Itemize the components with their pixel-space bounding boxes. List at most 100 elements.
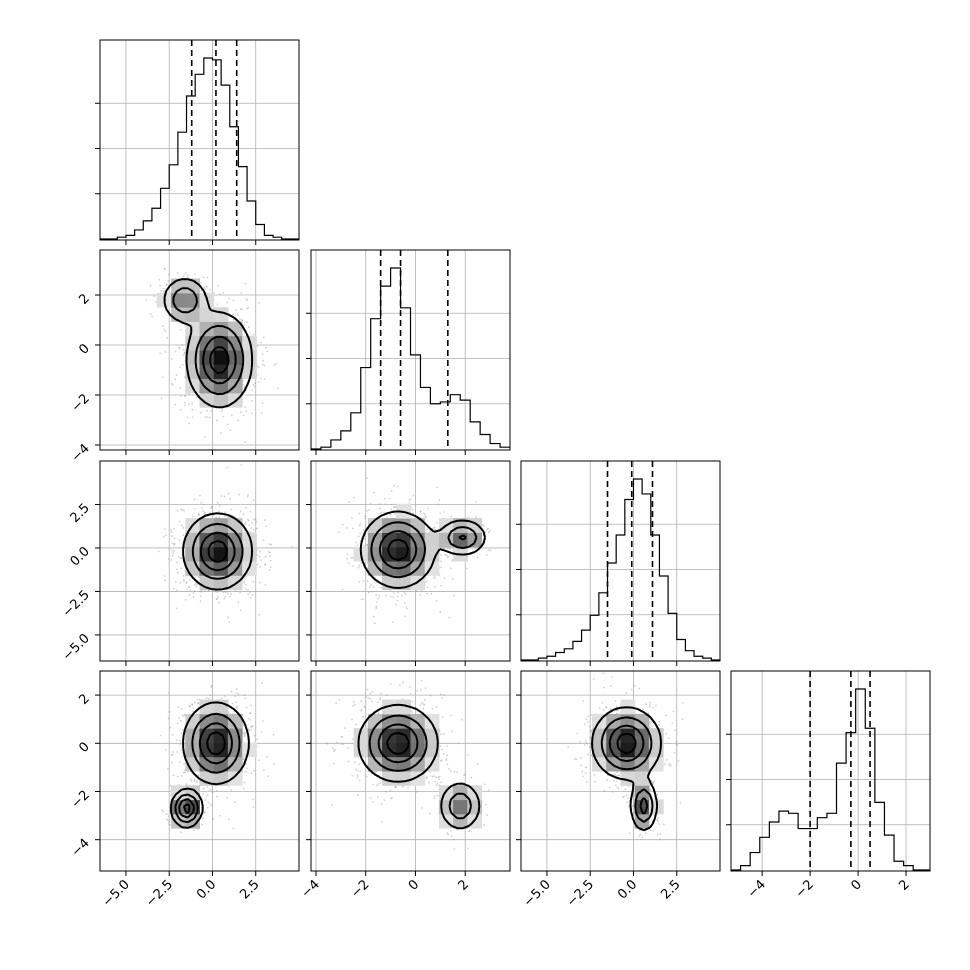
sample-point (273, 763, 275, 766)
sample-point (222, 292, 225, 294)
sample-point (160, 289, 162, 292)
sample-point (434, 780, 437, 783)
sample-point (363, 706, 366, 709)
sample-point (391, 503, 393, 506)
sample-point (235, 701, 238, 704)
sample-point (402, 785, 405, 788)
density-cell (213, 561, 229, 576)
sample-point (200, 590, 203, 593)
sample-point (164, 579, 166, 582)
sample-point (359, 532, 362, 535)
sample-point (245, 767, 248, 770)
sample-point (443, 547, 445, 550)
sample-point (245, 506, 247, 509)
sample-point (174, 378, 177, 381)
sample-point (250, 728, 252, 731)
sample-point (357, 544, 359, 547)
sample-point (184, 395, 187, 397)
sample-point (183, 394, 186, 397)
sample-point (204, 798, 207, 801)
sample-point (425, 516, 428, 518)
sample-point (237, 601, 240, 604)
sample-point (231, 702, 234, 705)
sample-point (474, 500, 477, 503)
sample-point (401, 681, 404, 684)
sample-point (197, 774, 200, 777)
density-cell (213, 713, 229, 729)
sample-point (171, 542, 174, 545)
sample-point (359, 522, 362, 525)
sample-point (409, 692, 412, 695)
sample-point (250, 596, 253, 599)
sample-point (206, 285, 209, 288)
sample-point (369, 502, 372, 505)
sample-point (251, 400, 253, 402)
sample-point (264, 555, 267, 558)
sample-point (352, 527, 355, 530)
sample-point (202, 817, 205, 820)
sample-point (365, 543, 368, 546)
histogram-bars (100, 57, 299, 240)
sample-point (203, 286, 206, 289)
sample-point (180, 508, 183, 511)
sample-point (487, 549, 490, 551)
sample-point (218, 504, 221, 507)
sample-point (466, 567, 468, 570)
sample-point (200, 590, 203, 593)
sample-point (244, 441, 247, 443)
sample-point (369, 797, 372, 800)
sample-point (170, 559, 173, 561)
sample-point (167, 717, 170, 720)
sample-point (439, 554, 442, 556)
sample-point (372, 800, 374, 803)
sample-point (173, 537, 176, 540)
sample-point (652, 706, 655, 709)
sample-point (242, 513, 245, 516)
sample-point (362, 715, 364, 718)
sample-point (171, 753, 174, 756)
sample-point (178, 520, 181, 523)
sample-point (232, 827, 235, 830)
histogram-bars (731, 688, 930, 871)
sample-point (219, 814, 222, 817)
sample-point (367, 697, 370, 699)
sample-point (180, 557, 183, 560)
sample-point (203, 513, 206, 516)
density-cell (367, 518, 383, 533)
sample-point (197, 513, 200, 516)
sample-point (193, 829, 196, 832)
sample-point (481, 524, 484, 526)
sample-point (224, 595, 227, 598)
sample-point (428, 781, 430, 784)
sample-point (247, 494, 249, 496)
sample-point (451, 730, 453, 733)
sample-point (377, 783, 380, 785)
sample-point (453, 838, 455, 841)
sample-point (246, 495, 249, 498)
sample-point (177, 571, 180, 574)
sample-point (246, 321, 248, 323)
scatter-panel (520, 670, 721, 872)
sample-point (204, 288, 207, 291)
sample-point (242, 731, 245, 734)
sample-point (344, 727, 346, 730)
density-cell (213, 392, 229, 408)
sample-point (487, 527, 489, 530)
sample-point (445, 554, 448, 556)
sample-point (366, 561, 369, 564)
sample-point (258, 581, 261, 584)
sample-point (352, 704, 355, 707)
sample-point (434, 528, 437, 531)
sample-point (243, 694, 246, 697)
sample-point (192, 592, 195, 594)
sample-point (183, 762, 186, 765)
sample-point (390, 490, 393, 493)
sample-point (634, 685, 637, 687)
sample-point (422, 703, 425, 705)
sample-point (419, 593, 422, 596)
sample-point (186, 588, 188, 591)
sample-point (168, 823, 170, 825)
sample-point (177, 556, 180, 559)
sample-point (426, 592, 429, 595)
sample-point (356, 774, 359, 776)
